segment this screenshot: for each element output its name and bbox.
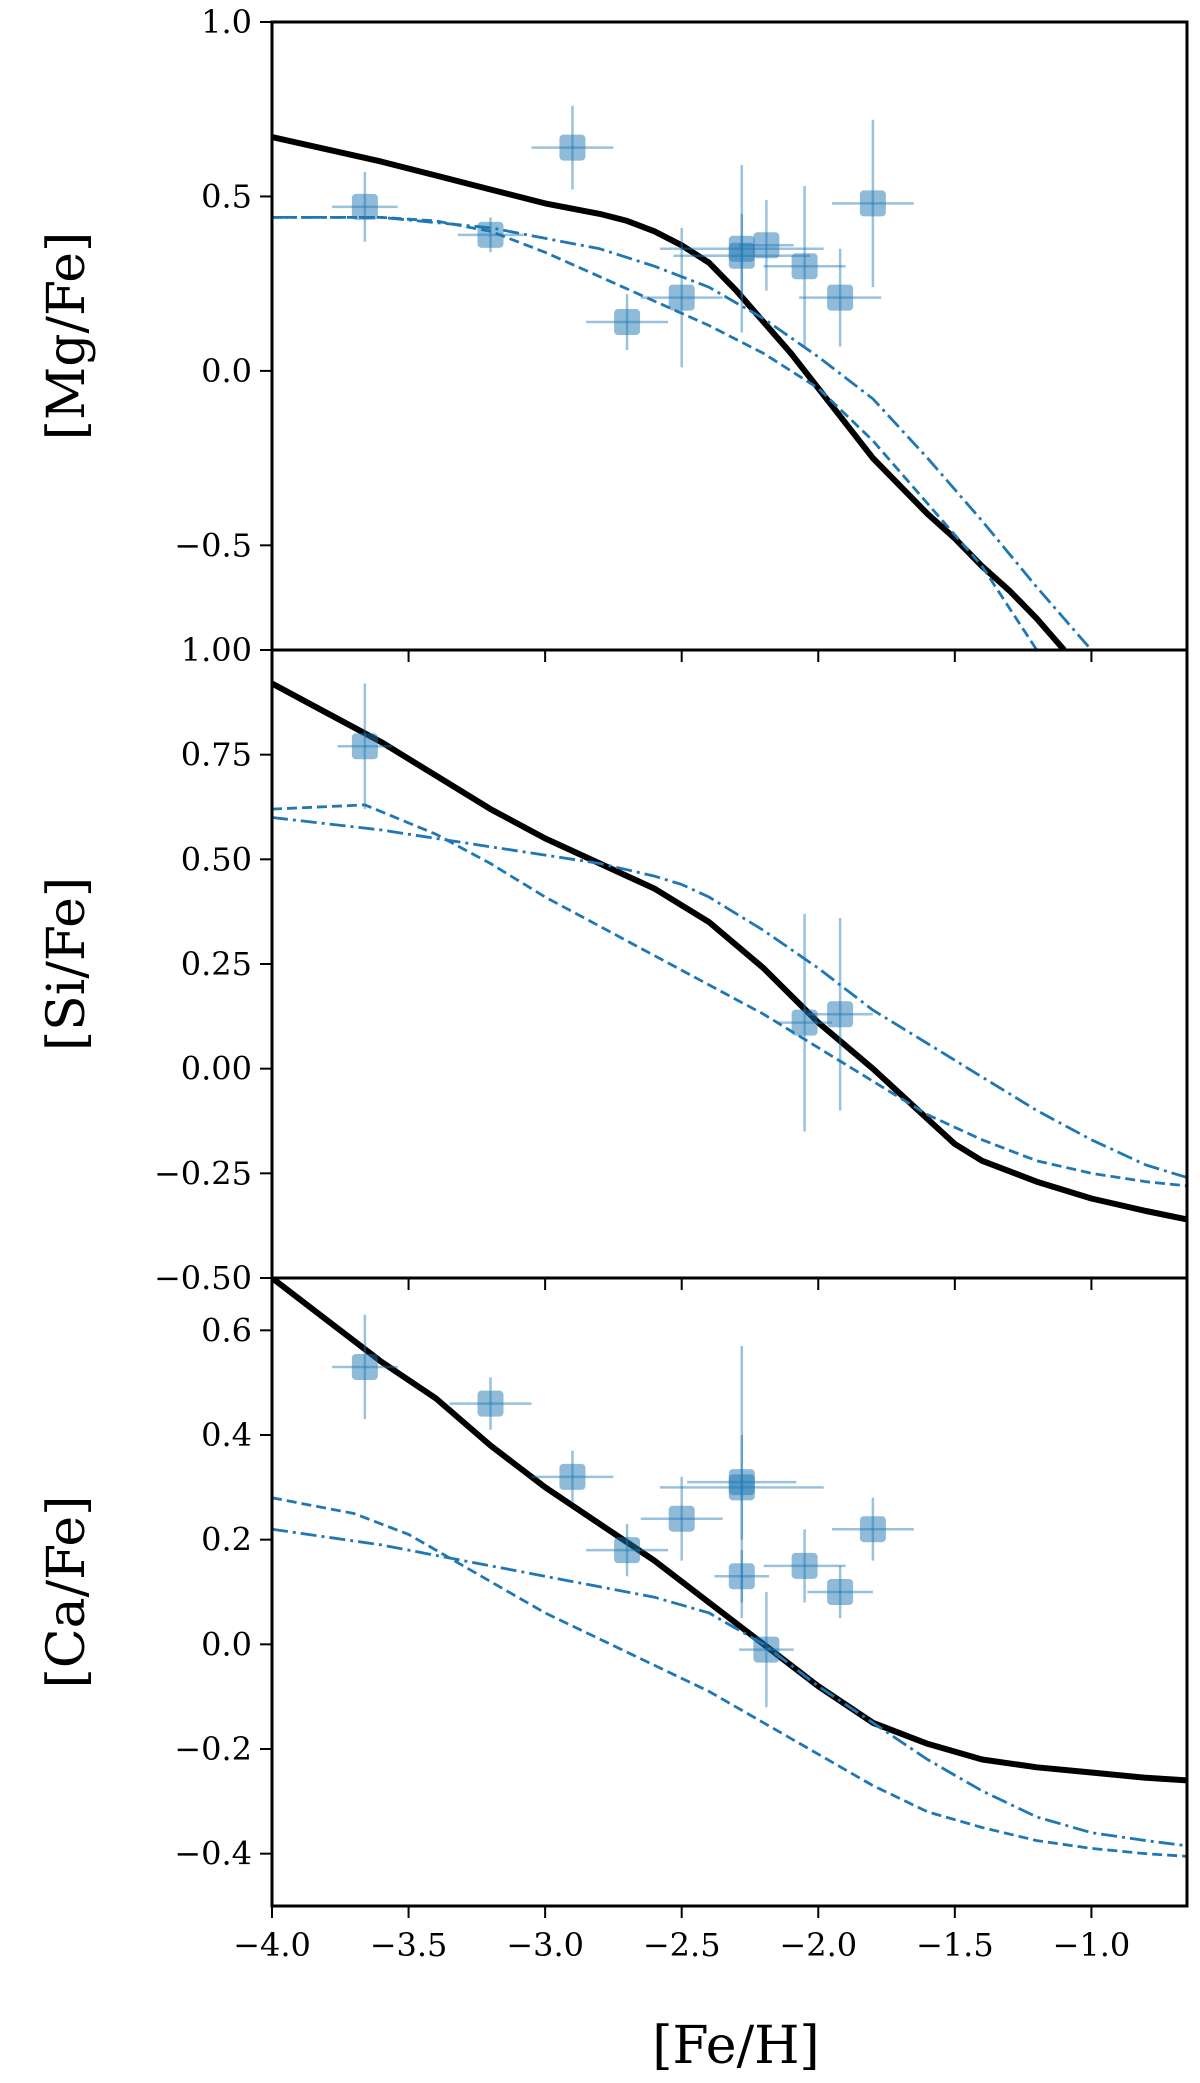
y-axis-label: [Mg/Fe] — [37, 232, 97, 441]
panel-0: 1.0 0.5 0.0 −0.5 [Mg/Fe] — [37, 3, 1189, 662]
data-marker — [753, 232, 780, 259]
data-point — [739, 1592, 794, 1708]
data-marker — [614, 1537, 641, 1564]
y-tick-label: 0.0 — [201, 352, 252, 390]
data-point — [673, 213, 811, 298]
y-tick-label: 1.00 — [181, 631, 252, 669]
data-marker — [668, 1505, 695, 1532]
plot-area — [272, 680, 1187, 1223]
data-marker — [477, 1390, 504, 1417]
y-tick-label: 0.5 — [201, 177, 252, 215]
data-marker — [351, 1353, 378, 1380]
data-point — [831, 1497, 914, 1561]
data-point — [831, 119, 914, 288]
data-marker — [477, 221, 504, 248]
y-tick-label: 0.00 — [181, 1050, 252, 1088]
y-tick-label: −0.4 — [174, 1835, 252, 1873]
data-marker — [728, 1469, 755, 1496]
data-point — [457, 217, 524, 253]
data-marker — [859, 1516, 886, 1543]
y-tick-label: 0.0 — [201, 1625, 252, 1663]
data-point — [332, 172, 398, 242]
plot-area — [272, 105, 1093, 650]
plot-area — [272, 1278, 1187, 1858]
y-tick-label: 0.2 — [201, 1521, 252, 1559]
data-point — [799, 248, 882, 347]
data-marker — [559, 1463, 586, 1490]
data-marker — [859, 190, 886, 217]
data-marker — [351, 733, 378, 760]
x-tick-label: −1.5 — [916, 1926, 994, 1964]
x-tick-label: −3.5 — [370, 1926, 448, 1964]
data-point — [807, 1565, 873, 1619]
x-tick-label: −2.0 — [779, 1926, 857, 1964]
panel-frame — [270, 1276, 1189, 1908]
data-marker — [614, 309, 641, 336]
data-marker — [827, 284, 854, 311]
y-axis-label: [Ca/Fe] — [37, 1496, 97, 1689]
y-tick-label: 0.4 — [201, 1416, 252, 1454]
y-tick-label: 0.25 — [181, 945, 252, 983]
y-tick-label: 1.0 — [201, 3, 252, 41]
data-point — [714, 1550, 770, 1603]
data-point — [739, 199, 794, 291]
x-tick-label: −4.0 — [233, 1926, 311, 1964]
data-point — [763, 1529, 846, 1603]
x-tick-label: −1.0 — [1053, 1926, 1131, 1964]
data-marker — [791, 1009, 818, 1036]
y-tick-label: −0.5 — [174, 526, 252, 564]
data-point — [531, 1450, 614, 1504]
series-dashed-line — [272, 803, 1187, 1188]
series-dashed-line — [272, 1496, 1187, 1858]
data-point — [337, 683, 393, 810]
data-marker — [728, 242, 755, 269]
panel-1: 1.00 0.75 0.50 0.25 0.00 −0.25 −0.50 [Si/Fe] — [37, 631, 1189, 1297]
data-marker — [791, 1552, 818, 1579]
series-dash-dot-line — [272, 216, 1093, 650]
series-solid-line — [272, 1278, 1187, 1784]
data-point — [777, 913, 832, 1132]
data-marker — [791, 253, 818, 280]
x-tick-label: −3.0 — [506, 1926, 584, 1964]
y-tick-label: −0.25 — [154, 1154, 252, 1192]
series-dashed-line — [272, 216, 1038, 650]
series-solid-line — [272, 680, 1187, 1223]
data-point — [586, 1523, 669, 1577]
data-marker — [668, 284, 695, 311]
y-tick-label: 0.6 — [201, 1311, 252, 1349]
y-axis-label: [Si/Fe] — [37, 877, 97, 1051]
panel-2: 0.6 0.4 0.2 0.0 −0.2 −0.4 −4.0 −3.5 −3.0 −2.5 −2.0… — [37, 1276, 1189, 1964]
data-point — [332, 1314, 398, 1420]
series-solid-line — [272, 134, 1067, 650]
y-tick-label: −0.50 — [154, 1259, 252, 1297]
panels: 1.00.50.0−0.5[Mg/Fe]1.000.750.500.250.00… — [37, 3, 1189, 1964]
data-marker — [753, 1636, 780, 1663]
data-point — [586, 294, 669, 350]
x-axis-label: [Fe/H] — [652, 2016, 819, 2076]
data-marker — [728, 1563, 755, 1590]
data-point — [640, 1476, 723, 1561]
data-marker — [827, 1001, 854, 1028]
series-dash-dot-line — [272, 816, 1187, 1179]
data-point — [807, 917, 873, 1111]
data-point — [763, 185, 846, 347]
data-marker — [559, 134, 586, 161]
x-tick-label: −2.5 — [643, 1926, 721, 1964]
data-marker — [827, 1579, 854, 1605]
data-point — [449, 1377, 532, 1430]
data-point — [640, 227, 723, 368]
y-tick-label: 0.50 — [181, 840, 252, 878]
data-marker — [351, 193, 378, 220]
y-tick-label: 0.75 — [181, 736, 252, 774]
y-tick-label: −0.2 — [174, 1730, 252, 1768]
data-point — [531, 105, 614, 190]
